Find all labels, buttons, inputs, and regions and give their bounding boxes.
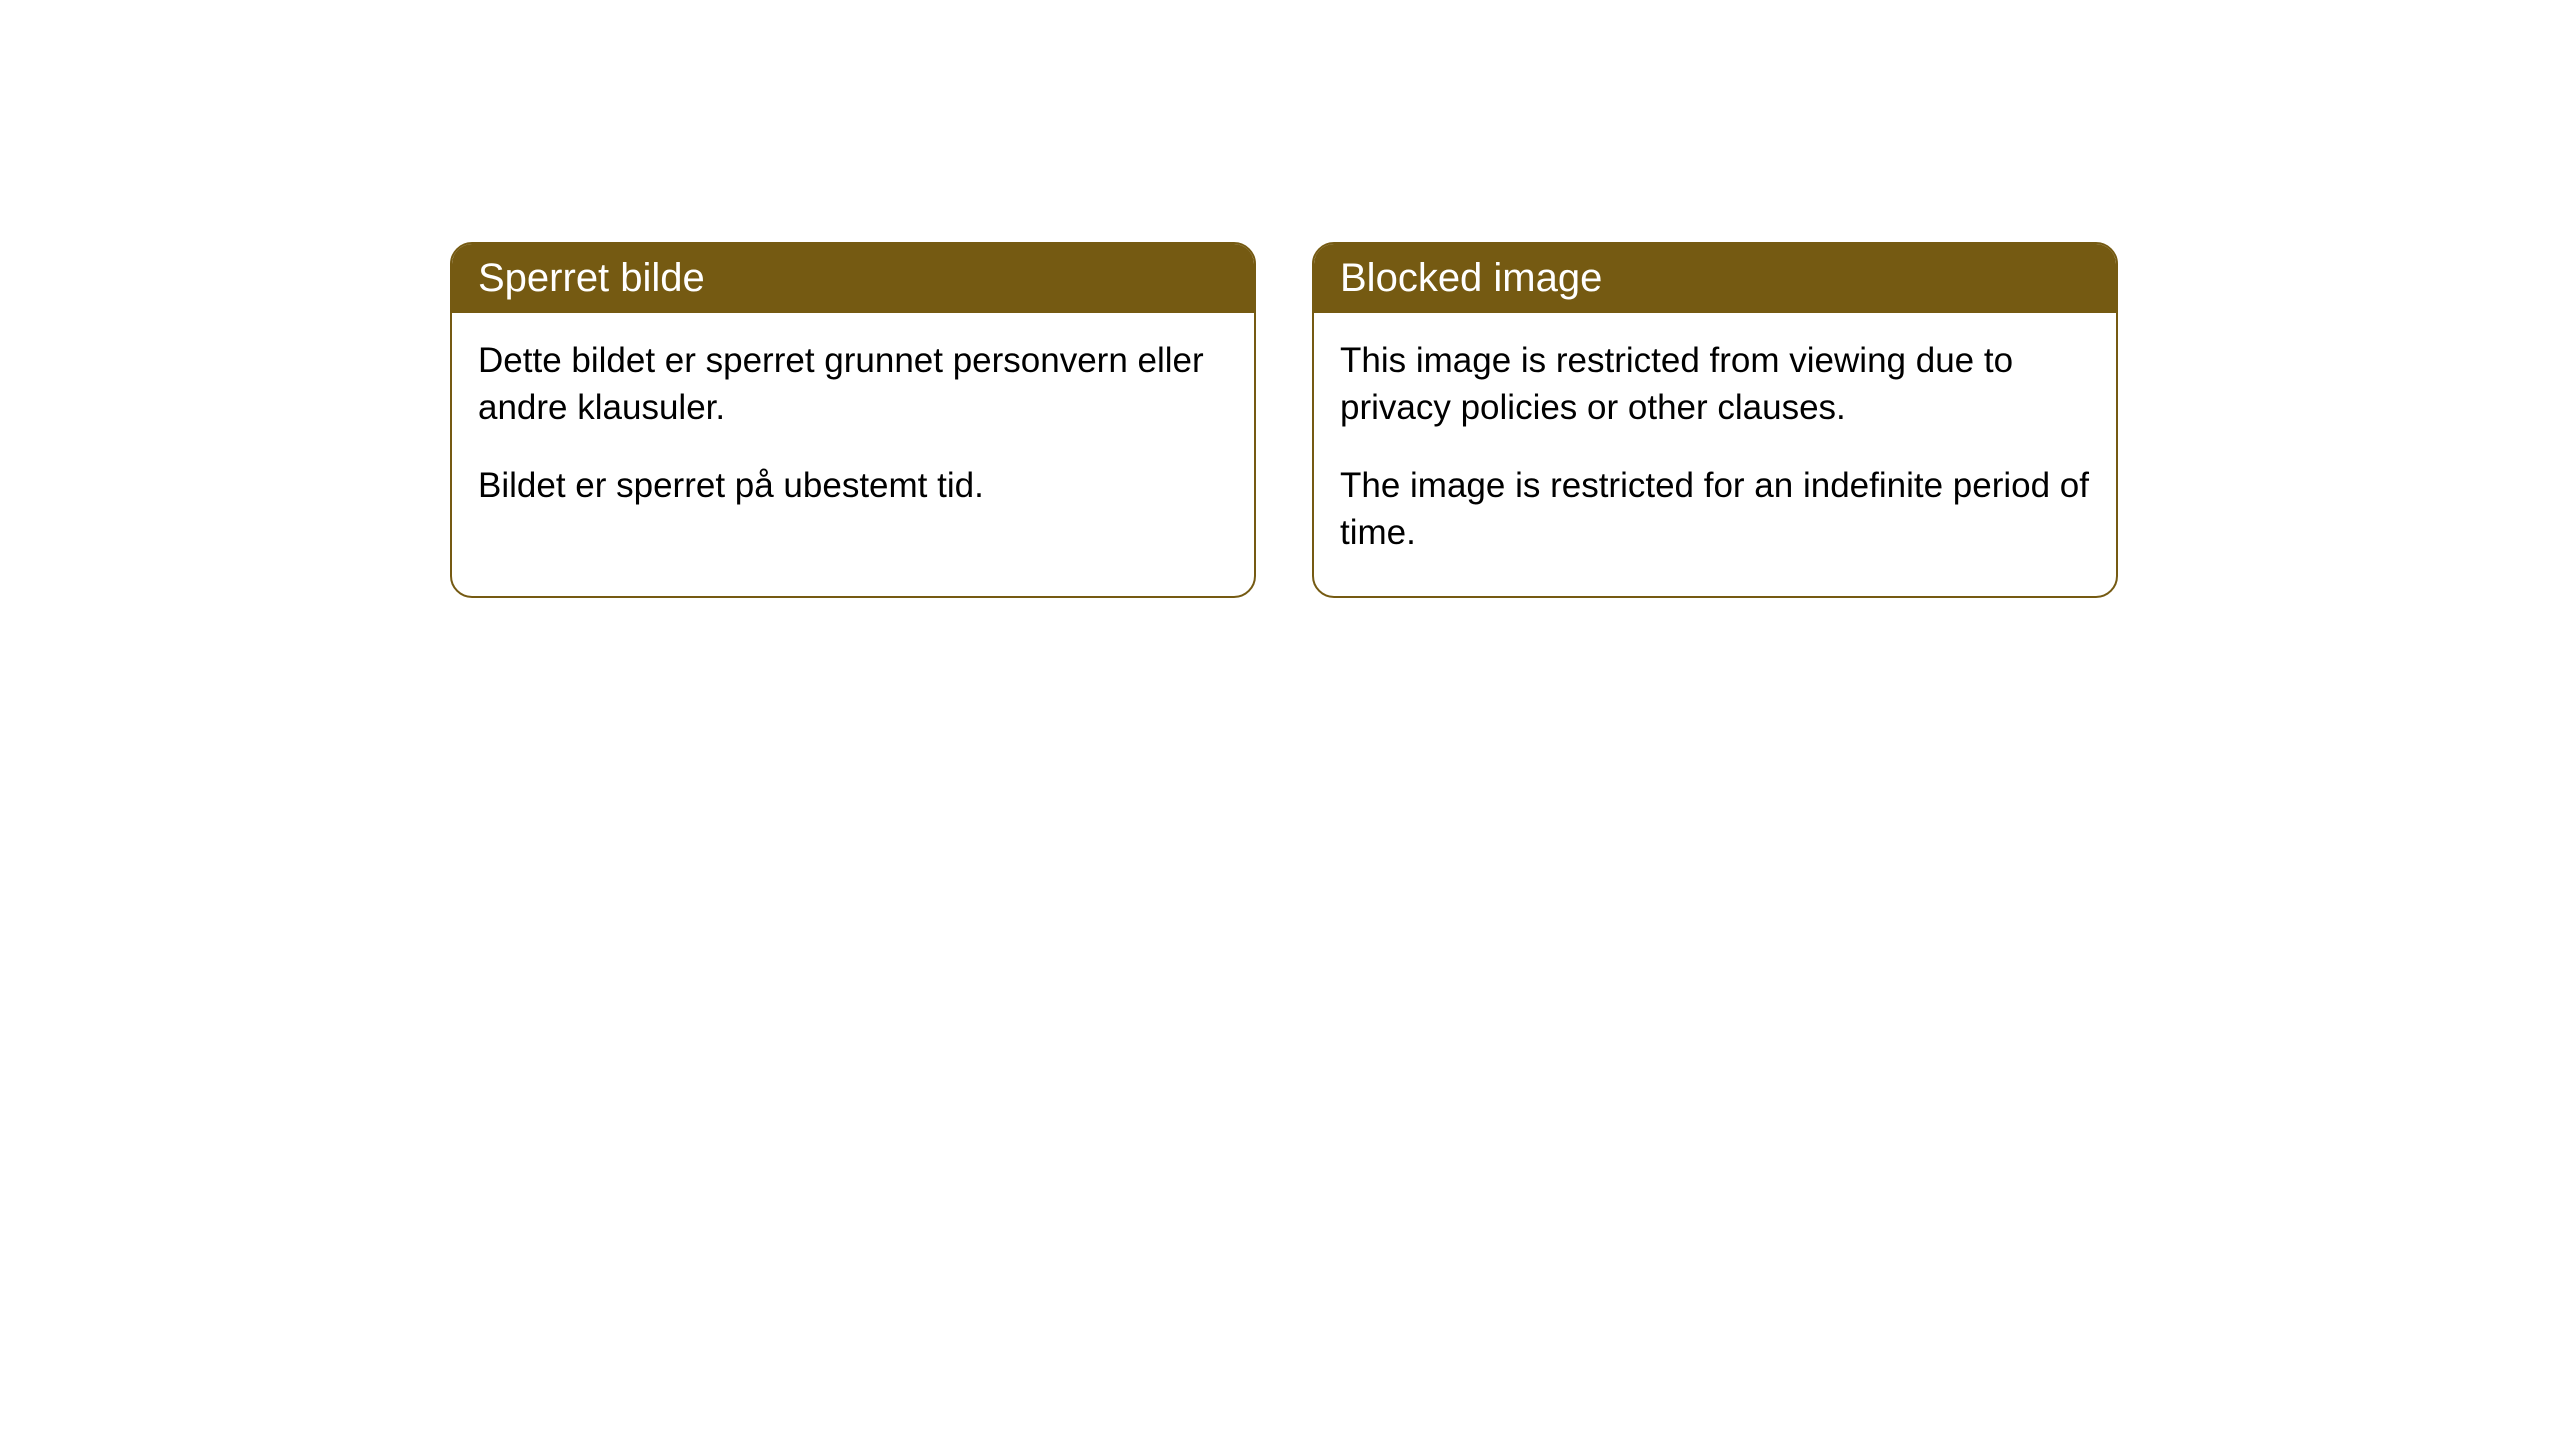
notice-card-title: Blocked image	[1340, 256, 1602, 300]
notice-card-norwegian: Sperret bilde Dette bildet er sperret gr…	[450, 242, 1256, 598]
notice-card-body: Dette bildet er sperret grunnet personve…	[452, 313, 1254, 549]
notice-card-body: This image is restricted from viewing du…	[1314, 313, 2116, 596]
notice-card-header: Blocked image	[1314, 244, 2116, 313]
notice-cards-container: Sperret bilde Dette bildet er sperret gr…	[450, 242, 2118, 598]
notice-card-paragraph: Dette bildet er sperret grunnet personve…	[478, 337, 1228, 432]
notice-card-english: Blocked image This image is restricted f…	[1312, 242, 2118, 598]
notice-card-title: Sperret bilde	[478, 256, 705, 300]
notice-card-paragraph: Bildet er sperret på ubestemt tid.	[478, 462, 1228, 509]
notice-card-paragraph: The image is restricted for an indefinit…	[1340, 462, 2090, 557]
notice-card-header: Sperret bilde	[452, 244, 1254, 313]
notice-card-paragraph: This image is restricted from viewing du…	[1340, 337, 2090, 432]
